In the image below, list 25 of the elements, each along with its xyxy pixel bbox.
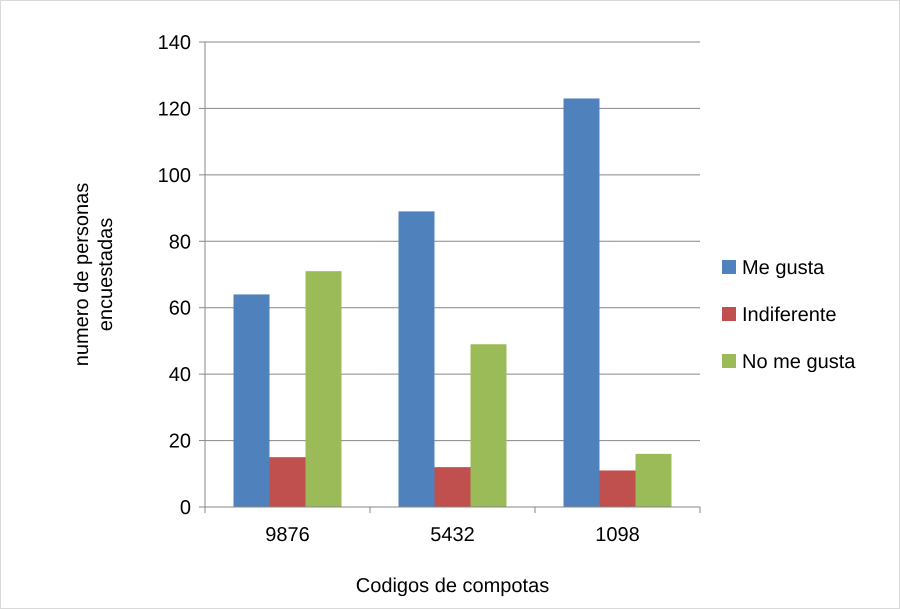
y-tick-label: 140	[158, 32, 191, 54]
legend-label: Me gusta	[742, 257, 826, 279]
bar	[398, 211, 434, 507]
y-tick-label: 120	[158, 98, 191, 120]
x-tick-label: 5432	[430, 524, 475, 546]
x-tick-label: 9876	[265, 524, 310, 546]
y-tick-label: 40	[168, 364, 191, 386]
y-tick-label: 80	[168, 231, 191, 254]
y-tick-label: 60	[168, 298, 191, 320]
bar	[306, 271, 342, 507]
legend-label: No me gusta	[742, 351, 856, 373]
y-axis-title: numero de personas encuestadas	[71, 182, 117, 366]
y-tick-label: 0	[180, 497, 191, 519]
bar	[470, 344, 506, 507]
bar	[270, 457, 306, 507]
bar	[234, 294, 270, 507]
bar	[636, 454, 672, 507]
bar	[434, 467, 470, 507]
bar	[564, 98, 600, 507]
x-tick-label: 1098	[595, 524, 640, 546]
x-axis-title: Codigos de compotas	[356, 575, 550, 597]
legend-label: Indiferente	[742, 304, 837, 326]
y-tick-label: 100	[158, 164, 191, 187]
y-tick-label: 20	[168, 430, 191, 453]
bar	[600, 470, 636, 507]
